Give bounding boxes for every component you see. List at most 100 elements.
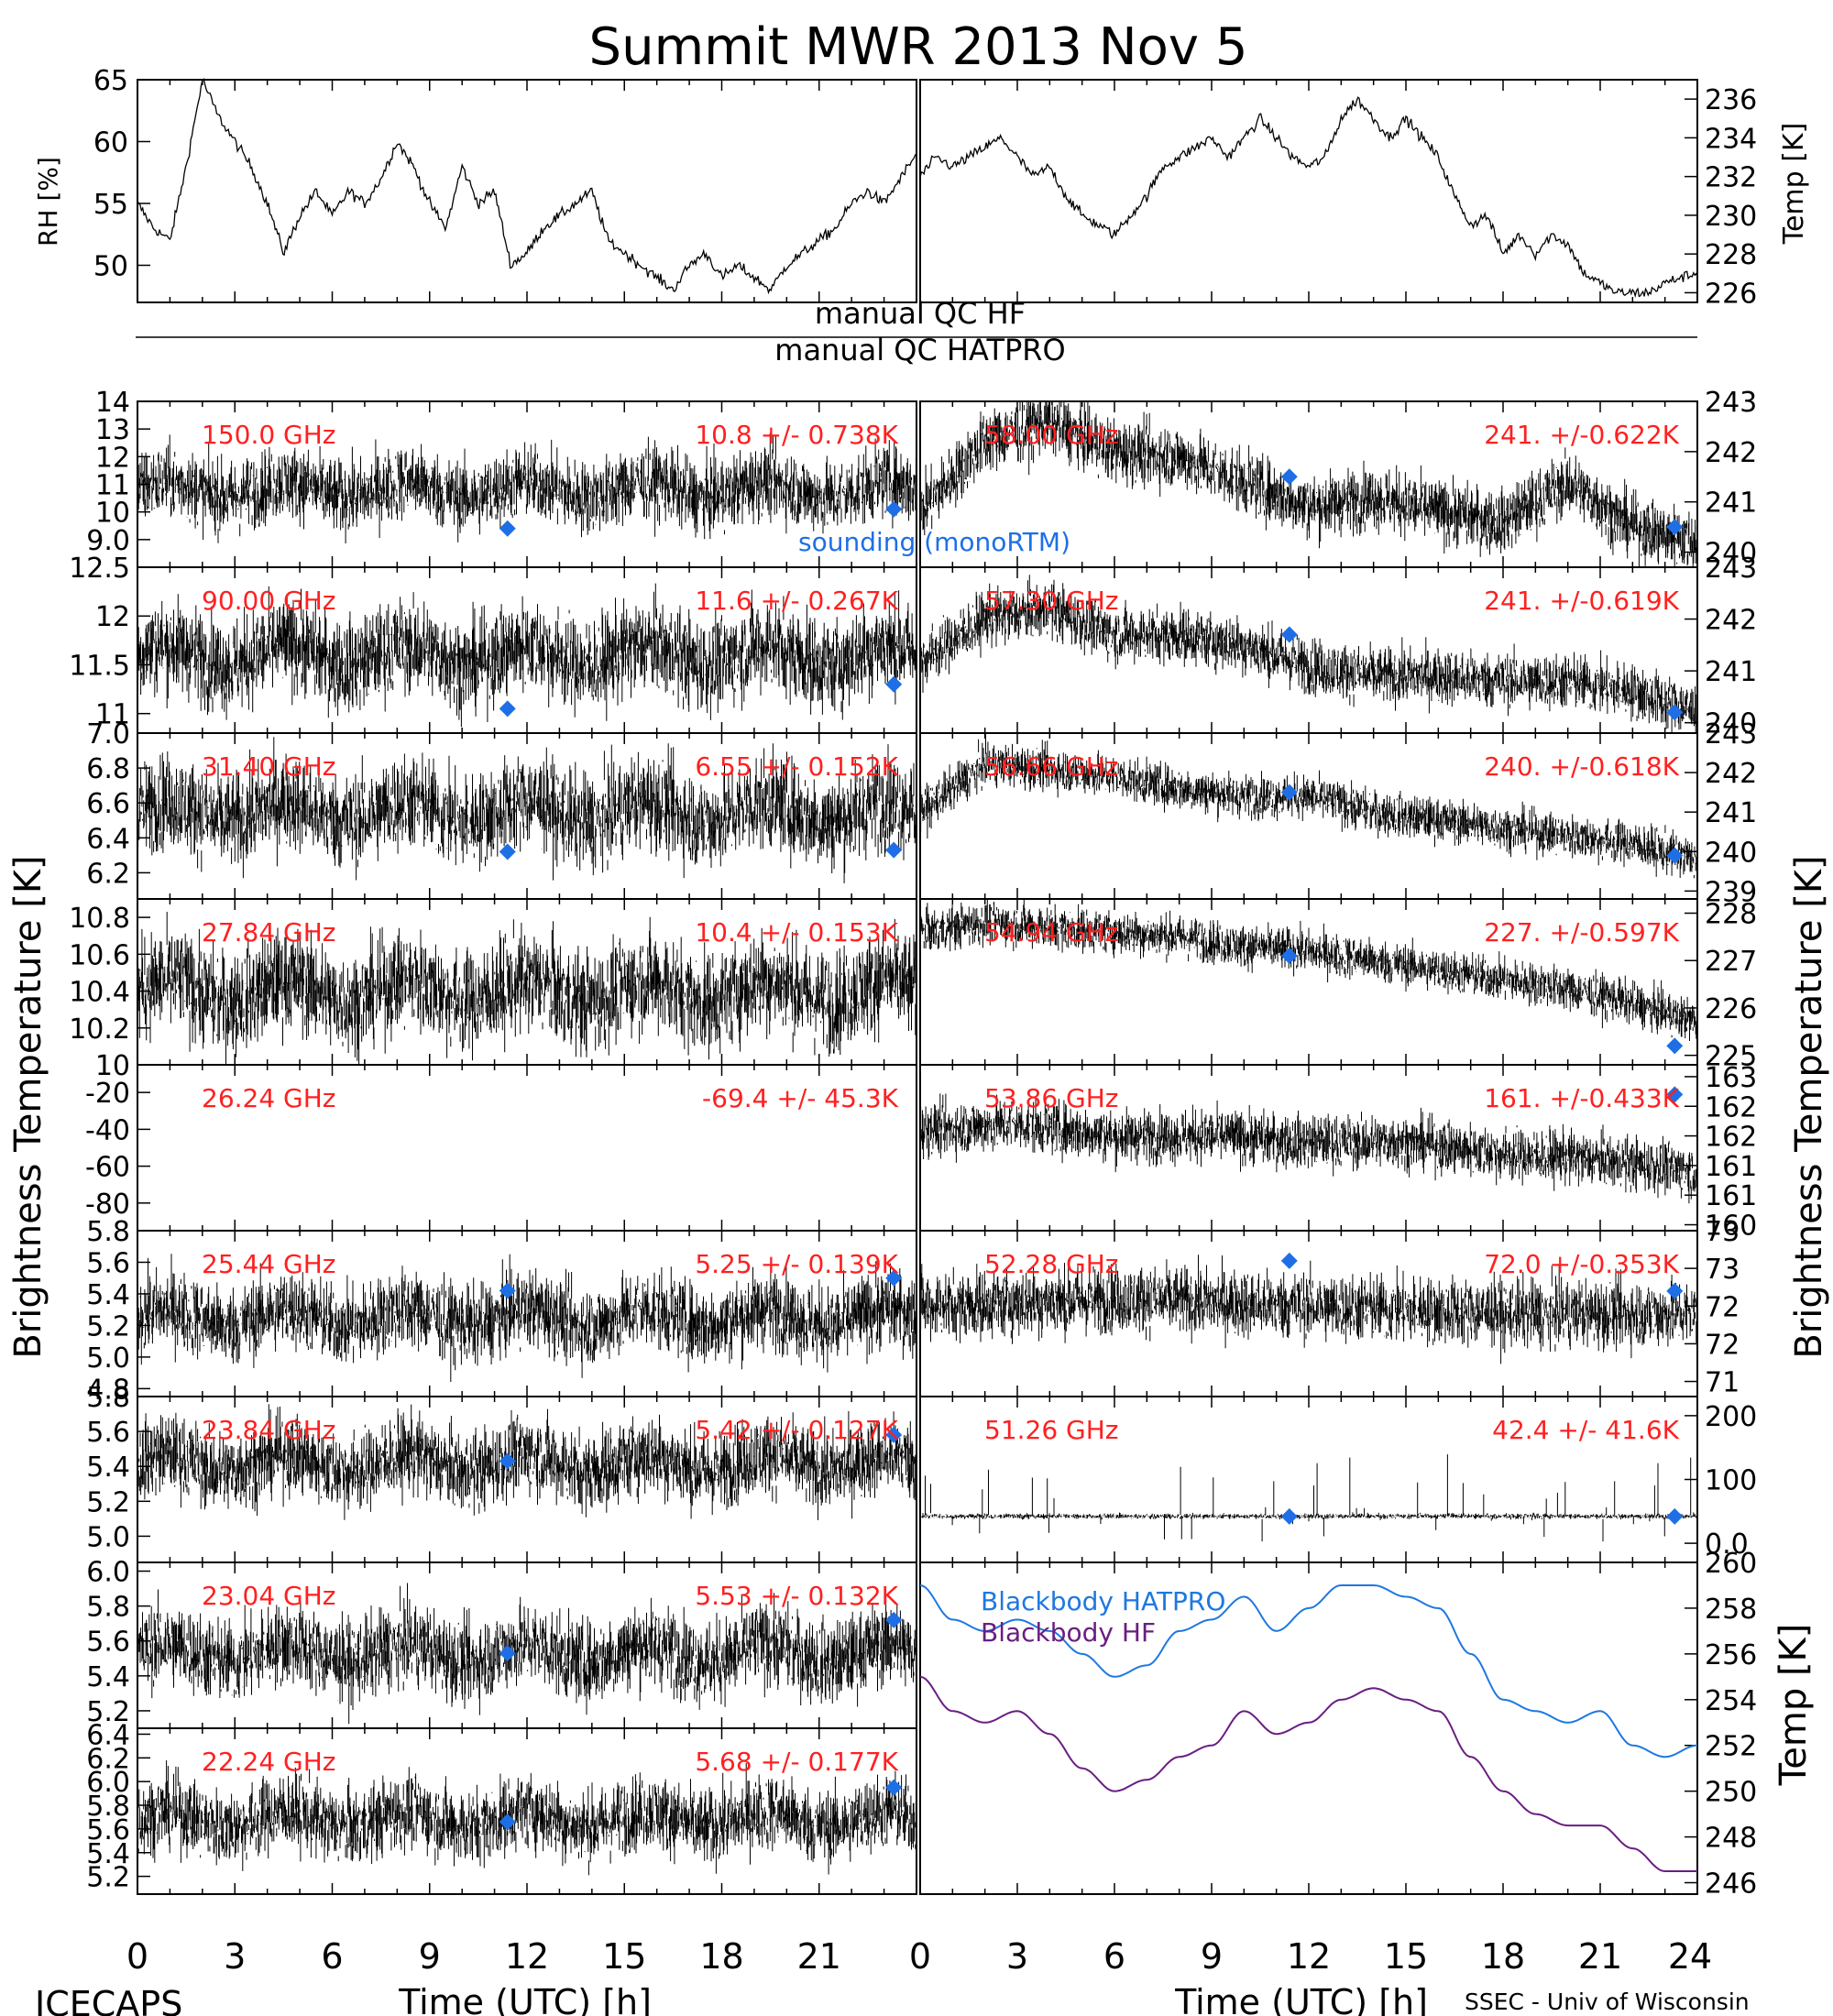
brightness-ylabel-left: Brightness Temperature [K]	[7, 855, 49, 1358]
sounding-marker	[885, 1426, 903, 1443]
y-tick-label: 10.2	[69, 1013, 130, 1046]
sounding-marker	[1280, 1507, 1298, 1525]
y-tick-label: 6.2	[86, 1743, 130, 1775]
y-tick-label: 236	[1705, 84, 1757, 116]
y-tick-label: 241	[1705, 656, 1757, 688]
y-tick-label: 260	[1705, 1548, 1757, 1580]
y-tick-label: 258	[1705, 1594, 1757, 1626]
channel-stat: 11.6 +/- 0.267K	[695, 586, 898, 616]
channel-stat: 5.68 +/- 0.177K	[695, 1747, 898, 1777]
time-tick-label: 15	[602, 1936, 646, 1977]
y-tick-label: 71	[1705, 1367, 1740, 1399]
channel-stat: 241. +/-0.622K	[1484, 420, 1679, 450]
ch57-trace	[919, 575, 1697, 733]
panel-ch25: 4.85.05.25.45.65.8 25.44 GHz 5.25 +/- 0.13…	[86, 1216, 917, 1406]
y-tick-label: 5.8	[86, 1791, 130, 1823]
panel-ch52: 71 72 72 73 73 52.28 GHz 72.0 +/-0.353K	[919, 1216, 1740, 1399]
y-tick-label: 6.6	[86, 788, 130, 820]
qc-hf-label: manual QC HF	[815, 296, 1026, 331]
y-tick-label: 225	[1705, 1041, 1757, 1073]
y-tick-label: 240	[1705, 837, 1757, 869]
sounding-marker	[499, 1645, 516, 1662]
y-tick-label: 5.0	[86, 1521, 130, 1553]
y-tick-label: 10.6	[69, 939, 130, 971]
y-tick-label: 5.2	[86, 1310, 130, 1342]
sounding-marker	[1666, 1037, 1684, 1055]
y-tick-label: 252	[1705, 1731, 1757, 1763]
y-tick-label: 65	[93, 65, 128, 97]
y-tick-label: 248	[1705, 1823, 1757, 1855]
channel-stat: 5.25 +/- 0.139K	[695, 1249, 898, 1279]
time-tick-label: 6	[1103, 1936, 1125, 1977]
time-tick-label: 3	[224, 1936, 246, 1977]
y-tick-label: 240	[1705, 538, 1757, 570]
channel-label: 58.00 GHz	[984, 420, 1119, 450]
sounding-marker	[499, 1452, 516, 1470]
panel-rh: 50 55 60 65	[93, 65, 917, 303]
time-xlabel-right: Time (UTC) [h]	[1174, 1982, 1428, 2016]
y-tick-label: 6.8	[86, 753, 130, 785]
panel-ch58: 240 241 242 243 58.00 GHz 241. +/-0.622K	[919, 387, 1757, 570]
ch90-trace	[137, 583, 916, 728]
panel-ch51: 0.0 100 200 51.26 GHz 42.4 +/- 41.6K	[919, 1396, 1757, 1563]
series-hf	[919, 1675, 1697, 1872]
y-tick-label: 14	[95, 387, 130, 419]
sounding-marker	[885, 841, 903, 859]
channel-stat: 241. +/-0.619K	[1484, 586, 1679, 616]
brightness-ylabel-right: Brightness Temperature [K]	[1788, 855, 1830, 1358]
ch150-trace	[137, 433, 916, 543]
y-tick-label: 243	[1705, 718, 1757, 751]
panel-ch23_04: 5.25.45.65.86.0 23.04 GHz 5.53 +/- 0.132K	[86, 1557, 917, 1729]
channel-label: 25.44 GHz	[202, 1249, 336, 1279]
sounding-marker	[1280, 783, 1298, 801]
panel-ch90: 11 11.5 12 12.5 90.00 GHz 11.6 +/- 0.267K	[69, 553, 917, 734]
channel-label: 31.40 GHz	[202, 751, 336, 782]
y-tick-label: 0.0	[1705, 1528, 1749, 1561]
y-tick-label: 5.6	[86, 1814, 130, 1846]
y-tick-label: 5.8	[86, 1382, 130, 1414]
y-tick-label: 5.4	[86, 1838, 130, 1870]
time-tick-labels: 0 3 6 9 12 15 18 21 0 3 6 9 12 15 18 21 24	[126, 1936, 1712, 1977]
footer-right: SSEC - Univ of Wisconsin	[1465, 1989, 1750, 2015]
y-tick-label: 161	[1705, 1151, 1757, 1183]
y-tick-label: 242	[1705, 605, 1757, 637]
sounding-marker	[885, 1611, 903, 1628]
legend-entry: Blackbody HATPRO	[981, 1586, 1225, 1616]
channel-stat: 72.0 +/-0.353K	[1484, 1249, 1679, 1279]
time-tick-label: 6	[321, 1936, 343, 1977]
channel-label: 23.04 GHz	[202, 1581, 336, 1611]
channel-label: 22.24 GHz	[202, 1747, 336, 1777]
y-tick-label: 12	[95, 442, 130, 474]
y-tick-label: 4.8	[86, 1374, 130, 1406]
sounding-marker	[885, 1269, 903, 1287]
y-tick-label: 7.0	[86, 718, 130, 751]
ch22-trace	[137, 1760, 916, 1876]
channel-label: 54.94 GHz	[984, 917, 1119, 948]
panel-ch56: 239 240 241 242 243 56.66 GHz 240. +/-0.618K	[919, 718, 1757, 908]
rh-ylabel: RH [%]	[33, 157, 63, 247]
sounding-marker	[1280, 626, 1298, 643]
y-tick-label: -60	[85, 1152, 130, 1184]
y-tick-label: 10	[95, 498, 130, 530]
y-tick-label: -20	[85, 1078, 130, 1110]
y-tick-label: 234	[1705, 123, 1757, 155]
sounding-marker	[1666, 847, 1684, 864]
sounding-marker	[885, 500, 903, 518]
sounding-marker	[499, 843, 516, 860]
y-tick-label: 239	[1705, 876, 1757, 908]
y-tick-label: 162	[1705, 1122, 1757, 1154]
panel-temp: 226 228 230 232 234 236	[919, 79, 1757, 310]
y-tick-label: 5.6	[86, 1417, 130, 1449]
channel-label: 150.0 GHz	[202, 420, 336, 450]
channel-label: 27.84 GHz	[202, 917, 336, 948]
y-tick-label: 60	[93, 127, 128, 159]
y-tick-label: 100	[1705, 1465, 1757, 1497]
y-tick-label: -40	[85, 1114, 130, 1146]
panel-frame	[137, 79, 917, 303]
time-tick-label: 9	[419, 1936, 441, 1977]
y-tick-label: 10	[95, 1050, 130, 1082]
temp-ylabel: Temp [K]	[1778, 123, 1810, 246]
channel-stat: 227. +/-0.597K	[1484, 917, 1679, 948]
sounding-marker	[1666, 704, 1684, 721]
